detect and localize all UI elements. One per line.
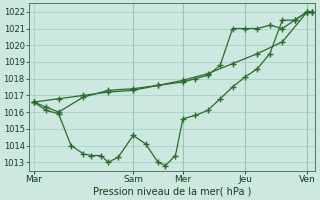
X-axis label: Pression niveau de la mer( hPa ): Pression niveau de la mer( hPa )	[92, 187, 251, 197]
